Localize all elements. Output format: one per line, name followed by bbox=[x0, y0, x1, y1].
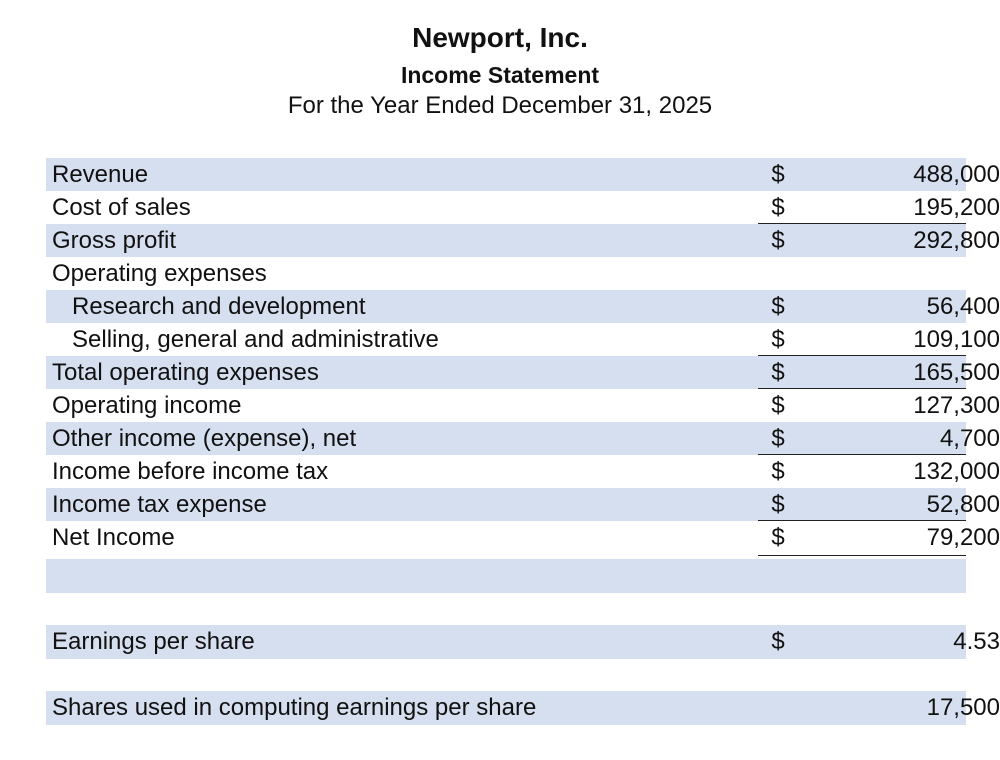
row-operating-expenses-heading: Operating expenses bbox=[46, 257, 966, 290]
row-label: Cost of sales bbox=[52, 194, 191, 221]
row-shares-outstanding: Shares used in computing earnings per sh… bbox=[46, 691, 1000, 725]
subtotal-rule bbox=[758, 520, 966, 521]
statement-period: For the Year Ended December 31, 2025 bbox=[287, 92, 713, 119]
row-amount: 17,500 bbox=[926, 694, 1000, 721]
row-label: Operating expenses bbox=[52, 260, 267, 287]
row-label: Research and development bbox=[72, 293, 366, 320]
row-label: Net Income bbox=[52, 524, 175, 551]
row-earnings-per-share: Earnings per share $ 4.53 bbox=[46, 625, 1000, 659]
row-amount: 127,300 bbox=[913, 392, 1000, 419]
row-amount: 4,700 bbox=[939, 425, 1000, 452]
row-label: Earnings per share bbox=[52, 628, 255, 655]
row-amount: 165,500 bbox=[913, 359, 1000, 386]
row-amount: 109,100 bbox=[913, 326, 1000, 353]
row-amount: 488,000 bbox=[913, 161, 1000, 188]
row-total-operating-expenses: Total operating expenses $ 165,500 bbox=[46, 356, 1000, 389]
row-amount: 79,200 bbox=[926, 524, 1000, 551]
row-income-before-tax: Income before income tax $ 132,000 bbox=[46, 455, 1000, 488]
row-gross-profit: Gross profit $ 292,800 bbox=[46, 224, 1000, 257]
row-sga: Selling, general and administrative $ 10… bbox=[46, 323, 1000, 356]
row-label: Revenue bbox=[52, 161, 149, 188]
row-net-income: Net Income $ 79,200 bbox=[46, 521, 1000, 560]
row-amount: 52,800 bbox=[926, 491, 1000, 518]
row-other-income: Other income (expense), net $ 4,700 bbox=[46, 422, 1000, 455]
row-revenue: Revenue $ 488,000 bbox=[46, 158, 1000, 191]
currency-symbol: $ bbox=[771, 491, 785, 518]
subtotal-rule bbox=[758, 223, 966, 224]
currency-symbol: $ bbox=[771, 628, 785, 655]
company-name: Newport, Inc. bbox=[412, 22, 588, 53]
currency-symbol: $ bbox=[771, 425, 785, 452]
row-cost-of-sales: Cost of sales $ 195,200 bbox=[46, 191, 1000, 224]
currency-symbol: $ bbox=[771, 293, 785, 320]
row-amount: 56,400 bbox=[926, 293, 1000, 320]
row-label: Other income (expense), net bbox=[52, 425, 357, 452]
row-amount: 4.53 bbox=[953, 628, 1000, 655]
row-label: Income before income tax bbox=[52, 458, 329, 485]
row-research-development: Research and development $ 56,400 bbox=[46, 290, 1000, 323]
subtotal-rule bbox=[758, 454, 966, 455]
row-income-tax-expense: Income tax expense $ 52,800 bbox=[46, 488, 1000, 521]
currency-symbol: $ bbox=[771, 359, 785, 386]
row-amount: 292,800 bbox=[913, 227, 1000, 254]
statement-title: Income Statement bbox=[400, 62, 600, 88]
row-label: Operating income bbox=[52, 392, 242, 419]
row-operating-income: Operating income $ 127,300 bbox=[46, 389, 1000, 422]
currency-symbol: $ bbox=[771, 326, 785, 353]
row-label: Selling, general and administrative bbox=[72, 326, 439, 353]
row-label: Total operating expenses bbox=[52, 359, 319, 386]
row-label: Shares used in computing earnings per sh… bbox=[52, 694, 537, 721]
row-amount: 195,200 bbox=[913, 194, 1000, 221]
blank-band bbox=[46, 559, 966, 593]
currency-symbol: $ bbox=[771, 161, 785, 188]
currency-symbol: $ bbox=[771, 194, 785, 221]
subtotal-rule bbox=[758, 355, 966, 356]
subtotal-rule bbox=[758, 388, 966, 389]
currency-symbol: $ bbox=[771, 392, 785, 419]
row-label: Income tax expense bbox=[52, 491, 267, 518]
currency-symbol: $ bbox=[771, 227, 785, 254]
row-amount: 132,000 bbox=[913, 458, 1000, 485]
currency-symbol: $ bbox=[771, 524, 785, 551]
row-label: Gross profit bbox=[52, 227, 177, 254]
currency-symbol: $ bbox=[771, 458, 785, 485]
